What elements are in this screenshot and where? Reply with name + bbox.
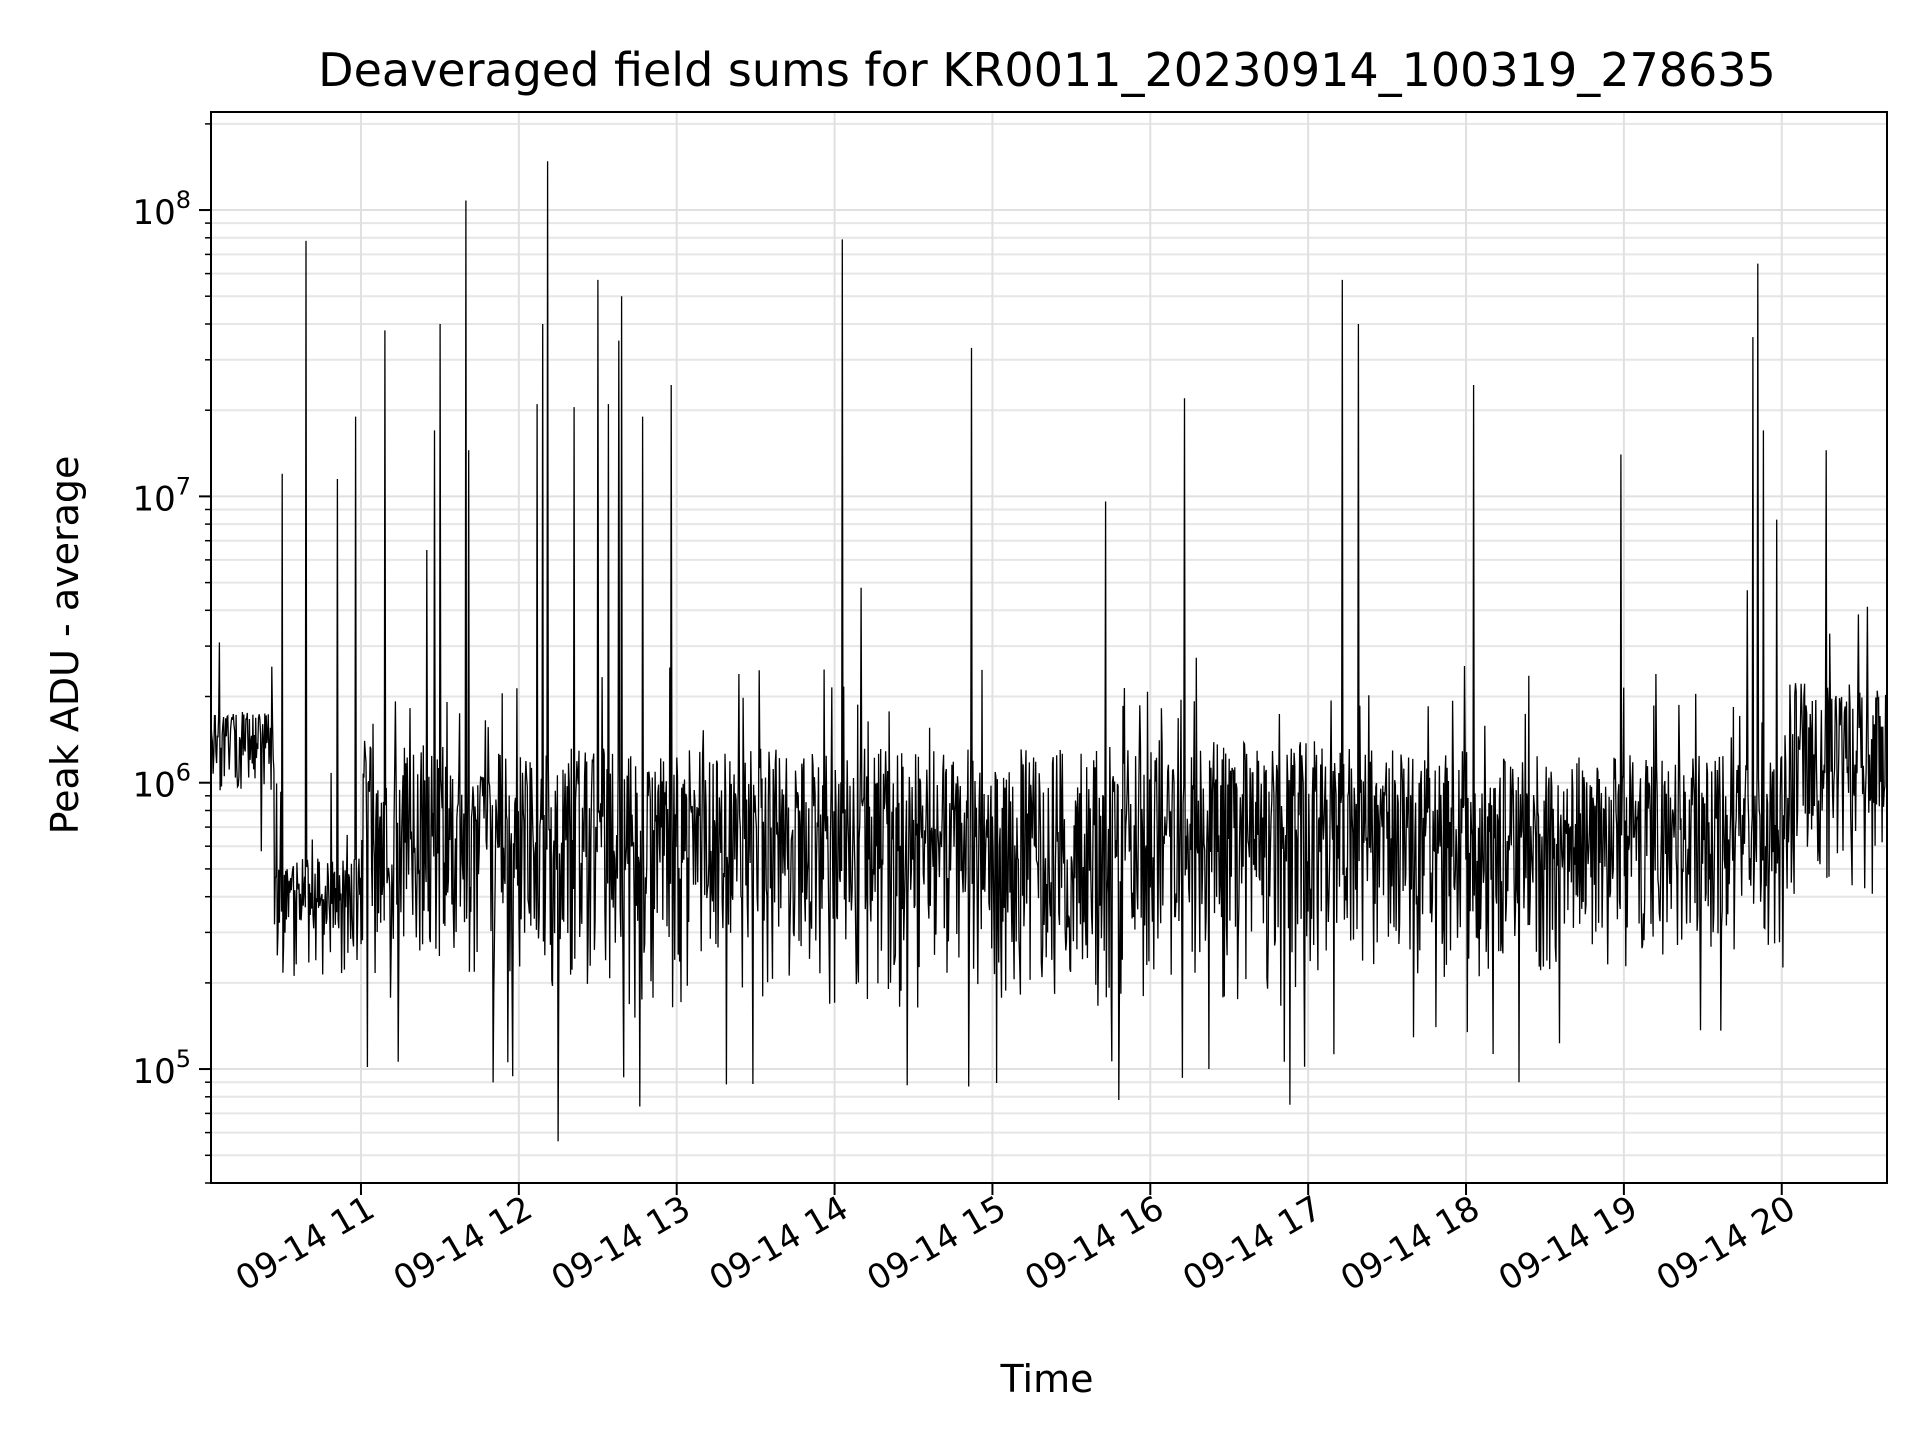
x-tick-label: 09-14 12: [387, 1188, 539, 1299]
x-tick-label: 09-14 20: [1650, 1188, 1802, 1299]
x-tick-label: 09-14 19: [1492, 1188, 1644, 1299]
chart-title: Deaveraged field sums for KR0011_2023091…: [318, 43, 1776, 97]
series-line: [210, 161, 1888, 1142]
plot-frame: [210, 111, 1888, 1184]
x-tick-label: 09-14 16: [1018, 1188, 1170, 1299]
y-tick-label: 105: [132, 1045, 191, 1092]
y-tick-label: 106: [132, 759, 191, 806]
x-axis-label: Time: [1000, 1357, 1094, 1401]
series: [210, 161, 1888, 1142]
x-tick-label: 09-14 15: [861, 1188, 1013, 1299]
grid: [211, 112, 1887, 1184]
x-tick-label: 09-14 14: [703, 1188, 855, 1299]
x-tick-label: 09-14 11: [229, 1188, 381, 1299]
x-tick-label: 09-14 13: [545, 1188, 697, 1299]
y-axis-label: Peak ADU - average: [43, 456, 87, 835]
y-tick-label: 107: [132, 472, 191, 519]
x-tick-label: 09-14 17: [1176, 1188, 1328, 1299]
x-tick-label: 09-14 18: [1334, 1188, 1486, 1299]
y-tick-label: 108: [132, 186, 191, 233]
